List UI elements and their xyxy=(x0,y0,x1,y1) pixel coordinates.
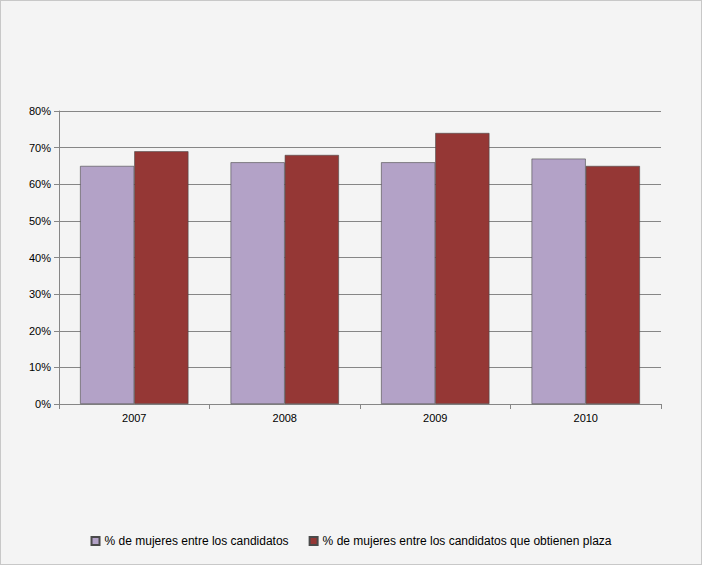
svg-text:% de mujeres entre los candida: % de mujeres entre los candidatos que ob… xyxy=(323,534,612,548)
svg-text:2007: 2007 xyxy=(122,412,146,424)
svg-text:% de mujeres entre los candida: % de mujeres entre los candidatos xyxy=(105,534,289,548)
svg-text:2010: 2010 xyxy=(574,412,598,424)
svg-text:50%: 50% xyxy=(29,215,51,227)
svg-text:30%: 30% xyxy=(29,288,51,300)
svg-text:60%: 60% xyxy=(29,178,51,190)
svg-text:2009: 2009 xyxy=(423,412,447,424)
svg-text:20%: 20% xyxy=(29,325,51,337)
svg-text:70%: 70% xyxy=(29,142,51,154)
svg-text:0%: 0% xyxy=(35,398,51,410)
svg-text:80%: 80% xyxy=(29,105,51,117)
svg-text:2008: 2008 xyxy=(273,412,297,424)
svg-text:40%: 40% xyxy=(29,252,51,264)
svg-text:10%: 10% xyxy=(29,361,51,373)
